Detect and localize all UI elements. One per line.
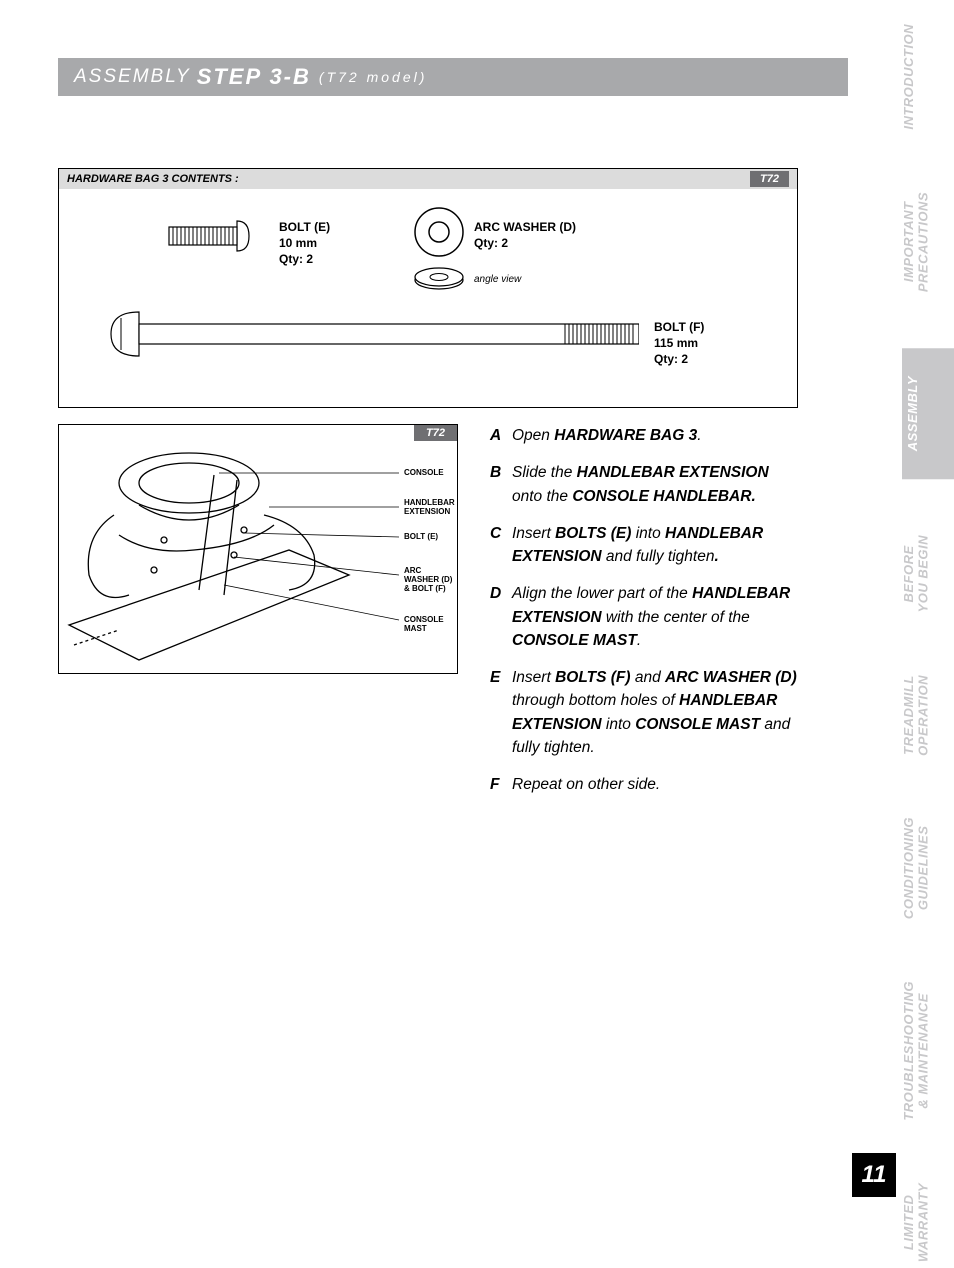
callout-washer-bolt: ARC WASHER (D)& BOLT (F) xyxy=(404,567,457,593)
bolt-f-size: 115 mm xyxy=(654,335,704,351)
model-badge: T72 xyxy=(750,171,789,187)
callout-console: CONSOLE xyxy=(404,469,444,478)
treadmill-icon xyxy=(59,425,457,673)
section-title-bar: ASSEMBLY STEP 3-B (T72 model) xyxy=(58,58,848,96)
bolt-e-qty: Qty: 2 xyxy=(279,251,330,267)
tab-before-begin[interactable]: BEFOREYOU BEGIN xyxy=(902,529,954,618)
callout-bolt-e: BOLT (E) xyxy=(404,533,438,542)
washer-qty: Qty: 2 xyxy=(474,235,576,251)
title-sub: (T72 model) xyxy=(319,69,427,85)
washer-label: ARC WASHER (D) Qty: 2 xyxy=(474,219,576,251)
step-b: B Slide the HANDLEBAR EXTENSION onto the… xyxy=(490,461,798,508)
bolt-f-name: BOLT (F) xyxy=(654,319,704,335)
tab-operation[interactable]: TREADMILLOPERATION xyxy=(902,669,954,762)
lower-section: T72 xyxy=(58,424,798,810)
washer-angle-label: angle view xyxy=(474,274,521,285)
section-tabs: INTRODUCTION IMPORTANTPRECAUTIONS ASSEMB… xyxy=(902,18,954,1268)
page-content: ASSEMBLY STEP 3-B (T72 model) HARDWARE B… xyxy=(58,0,848,1235)
bolt-e-label: BOLT (E) 10 mm Qty: 2 xyxy=(279,219,330,268)
tab-troubleshooting[interactable]: TROUBLESHOOTING& MAINTENANCE xyxy=(902,975,954,1127)
step-f: F Repeat on other side. xyxy=(490,773,798,796)
callout-handlebar: HANDLEBAREXTENSION xyxy=(404,499,455,517)
bolt-f-qty: Qty: 2 xyxy=(654,351,704,367)
bolt-f-label: BOLT (F) 115 mm Qty: 2 xyxy=(654,319,704,368)
tab-warranty[interactable]: LIMITEDWARRANTY xyxy=(902,1177,954,1268)
title-prefix: ASSEMBLY xyxy=(74,66,191,88)
step-d: D Align the lower part of the HANDLEBAR … xyxy=(490,582,798,652)
instruction-steps: A Open HARDWARE BAG 3. B Slide the HANDL… xyxy=(490,424,798,810)
tab-precautions[interactable]: IMPORTANTPRECAUTIONS xyxy=(902,186,954,298)
washer-name: ARC WASHER (D) xyxy=(474,219,576,235)
page-number: 11 xyxy=(852,1153,896,1197)
step-e: E Insert BOLTS (F) and ARC WASHER (D) th… xyxy=(490,666,798,759)
hardware-header: HARDWARE BAG 3 CONTENTS : T72 xyxy=(59,169,797,189)
bolt-e-size: 10 mm xyxy=(279,235,330,251)
step-c: C Insert BOLTS (E) into HANDLEBAR EXTENS… xyxy=(490,522,798,569)
tab-conditioning[interactable]: CONDITIONINGGUIDELINES xyxy=(902,811,954,925)
assembly-diagram: T72 xyxy=(58,424,458,674)
title-main: STEP 3-B xyxy=(197,64,311,90)
hardware-body: BOLT (E) 10 mm Qty: 2 ARC WASHER (D) Qty… xyxy=(59,189,797,409)
tab-assembly[interactable]: ASSEMBLY xyxy=(902,348,954,479)
hardware-header-text: HARDWARE BAG 3 CONTENTS : xyxy=(67,173,239,185)
tab-introduction[interactable]: INTRODUCTION xyxy=(902,18,954,136)
bolt-f-icon xyxy=(99,304,639,364)
arc-washer-icon xyxy=(409,204,469,299)
bolt-e-name: BOLT (E) xyxy=(279,219,330,235)
callout-mast: CONSOLE MAST xyxy=(404,616,457,634)
step-a: A Open HARDWARE BAG 3. xyxy=(490,424,798,447)
hardware-contents-box: HARDWARE BAG 3 CONTENTS : T72 xyxy=(58,168,798,408)
bolt-e-icon xyxy=(159,211,259,261)
